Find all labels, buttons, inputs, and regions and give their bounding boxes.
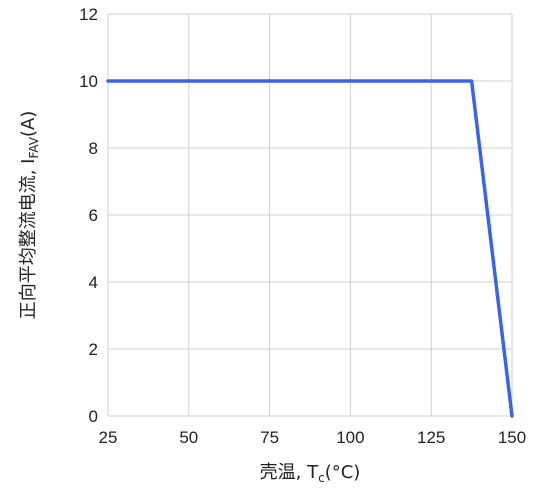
y-tick-label: 12 <box>79 5 98 24</box>
x-tick-label: 150 <box>498 428 526 447</box>
series-line <box>106 79 514 418</box>
y-tick-label: 10 <box>79 72 98 91</box>
x-tick-label: 25 <box>99 428 118 447</box>
y-tick-label: 0 <box>89 407 98 426</box>
x-axis-ticks: 25 50 75 100 125 150 <box>99 428 527 447</box>
x-tick-label: 50 <box>179 428 198 447</box>
y-axis-title: 正向平均整流电流, IFAV(A) <box>18 111 41 320</box>
grid <box>107 13 513 417</box>
y-tick-label: 6 <box>89 206 98 225</box>
x-axis-title: 壳温, Tc(°C) <box>260 462 361 485</box>
y-tick-label: 2 <box>89 340 98 359</box>
x-tick-label: 125 <box>417 428 445 447</box>
y-tick-label: 8 <box>89 139 98 158</box>
x-tick-label: 100 <box>336 428 364 447</box>
y-tick-label: 4 <box>89 273 98 292</box>
series-layer <box>106 79 514 418</box>
y-axis-ticks: 0 2 4 6 8 10 12 <box>79 5 98 426</box>
x-tick-label: 75 <box>260 428 279 447</box>
